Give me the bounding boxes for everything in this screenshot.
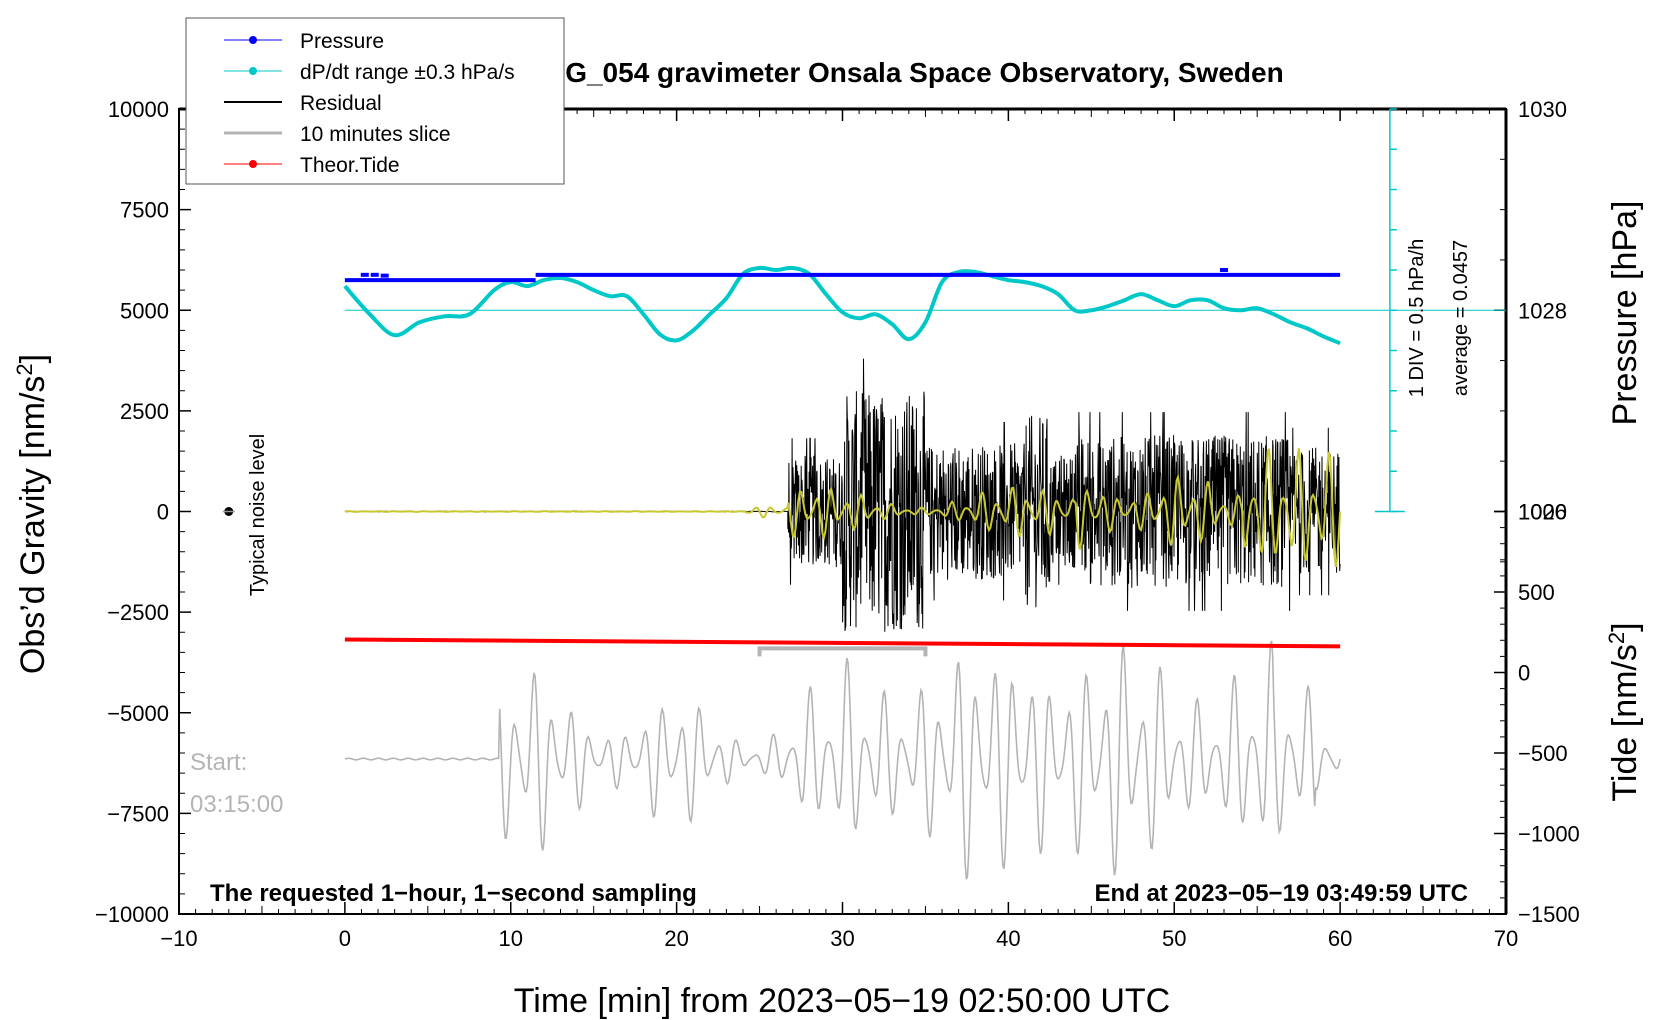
pressure-dot (380, 273, 389, 278)
legend-label-slice: 10 minutes slice (300, 123, 451, 146)
y-tick-label: −2500 (107, 600, 169, 625)
noise-level-label: Typical noise level (247, 434, 269, 596)
axis-ticks: −10 0 10 20 30 40 50 60 70100007500500025000−250… (95, 97, 1580, 951)
series-group (222, 265, 1506, 880)
y-tick-label: −7500 (107, 801, 169, 826)
tide-line (344, 637, 1341, 649)
tide-tick-label: 500 (1518, 580, 1555, 605)
x-tick-label: 60 (1328, 926, 1352, 951)
tide-tick-label: −1000 (1518, 822, 1580, 847)
y-tick-label: −10000 (95, 902, 169, 927)
tide-axis-title: Tide [nm/s2] (1604, 622, 1644, 801)
legend: Pressure dP/dt range ±0.3 hPa/s Residual… (185, 17, 565, 185)
y-tick-label: 2500 (120, 399, 169, 424)
y-axis-title-tail: ] (14, 354, 52, 363)
y-tick-label: 0 (157, 500, 169, 525)
legend-label-dpdt: dP/dt range ±0.3 hPa/s (300, 61, 515, 84)
x-tick-label: 0 (339, 926, 351, 951)
legend-marker-dpdt (249, 67, 257, 75)
pressure-scale-bar (1374, 108, 1405, 513)
end-time-note: End at 2023−05−19 03:49:59 UTC (1094, 880, 1468, 907)
residual-line (344, 358, 1341, 632)
tide-tick-label: 1000 (1518, 500, 1567, 525)
pressure-tick-label: 1028 (1518, 298, 1567, 323)
y-tick-label: 10000 (108, 97, 169, 122)
y-tick-label: 7500 (120, 198, 169, 223)
legend-label-tide: Theor.Tide (300, 154, 400, 177)
legend-label-pressure: Pressure (300, 30, 384, 53)
legend-marker-pressure (249, 36, 257, 44)
tide-axis-title-sup: 2 (1604, 632, 1629, 644)
x-axis-title: Time [min] from 2023−05−19 02:50:00 UTC (514, 982, 1170, 1020)
y-tick-label: −5000 (107, 701, 169, 726)
tide-tick-label: −500 (1518, 741, 1568, 766)
x-tick-label: 50 (1162, 926, 1186, 951)
start-time: 03:15:00 (190, 791, 283, 818)
y-axis-title: Obs’d Gravity [nm/s2] (12, 354, 52, 674)
tide-axis-title-base: Tide [nm/s (1606, 644, 1644, 801)
x-tick-label: −10 (160, 926, 197, 951)
pressure-dot (370, 272, 379, 277)
pressure-tick-label: 1026 (1518, 500, 1567, 525)
legend-label-residual: Residual (300, 92, 382, 115)
x-tick-label: 30 (830, 926, 854, 951)
x-tick-label: 70 (1494, 926, 1518, 951)
tide-axis-title-tail: ] (1606, 622, 1644, 631)
pressure-axis-title: Pressure [hPa] (1606, 201, 1644, 426)
div-scale-label: 1 DIV = 0.5 hPa/h (1406, 239, 1428, 397)
x-tick-label: 40 (996, 926, 1020, 951)
y-axis-title-base: Obs’d Gravity [nm/s (14, 376, 52, 675)
tide-tick-label: 0 (1518, 661, 1530, 686)
sampling-note: The requested 1−hour, 1−second sampling (210, 880, 697, 907)
y-tick-label: 5000 (120, 298, 169, 323)
pressure-dot (360, 272, 369, 277)
x-tick-label: 20 (664, 926, 688, 951)
slice-line (344, 640, 1341, 880)
pressure-dot (1220, 268, 1229, 272)
slice-bracket (757, 646, 928, 657)
pressure-tick-label: 1030 (1518, 97, 1567, 122)
x-tick-label: 10 (499, 926, 523, 951)
y-axis-title-sup: 2 (12, 363, 37, 375)
start-label: Start: (190, 749, 247, 776)
legend-marker-tide (249, 160, 257, 168)
chart-title: SCG_054 gravimeter Onsala Space Observat… (526, 57, 1283, 88)
residual-filtered-line (344, 448, 1342, 568)
average-label: average = 0.0457 (1450, 240, 1472, 396)
tide-tick-label: −1500 (1518, 902, 1580, 927)
dpdt-line (343, 265, 1341, 346)
